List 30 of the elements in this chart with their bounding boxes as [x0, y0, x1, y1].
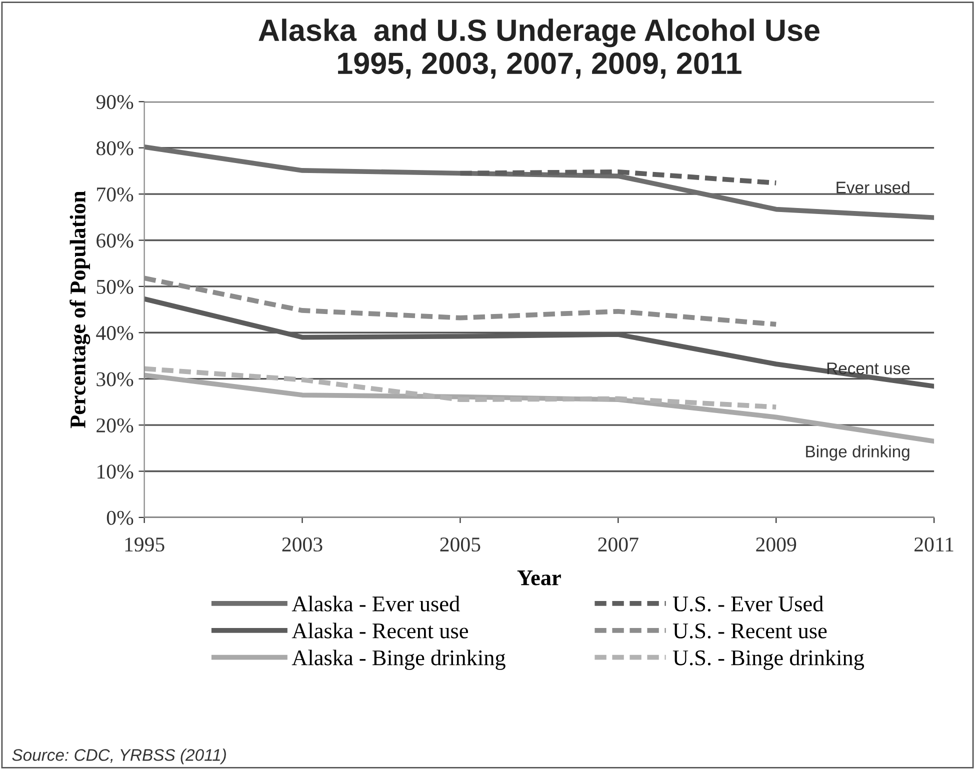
y-tick-label: 20% — [96, 418, 134, 433]
line-series — [144, 296, 934, 389]
annotation: Binge drinking — [806, 445, 910, 461]
y-tick-label: 50% — [96, 280, 134, 294]
x-tick-label: 2003 — [282, 537, 322, 552]
y-tick-label: 30% — [96, 372, 134, 386]
x-tick-label: 2011 — [914, 537, 954, 552]
annotation: Ever used — [836, 181, 910, 194]
line-series — [144, 144, 934, 220]
legend-label: Alaska - Binge drinking — [292, 650, 506, 670]
x-tick-label: 2007 — [598, 537, 638, 552]
legend-label: U.S. - Recent use — [672, 623, 827, 638]
x-axis-title: Year — [517, 570, 561, 586]
y-tick-label: 40% — [96, 326, 134, 340]
y-tick-label: 90% — [96, 95, 134, 110]
chart-title: Alaska and U.S Underage Alcohol Use 1995, 2003, 2007, 2009, 2011 — [258, 18, 820, 79]
x-tick-label: 1995 — [125, 538, 164, 552]
y-tick-label: 70% — [97, 187, 134, 202]
legend-label: Alaska - Recent use — [292, 622, 468, 638]
y-tick-label: 0% — [106, 510, 134, 525]
x-tick-label: 2005 — [440, 537, 480, 552]
y-tick-label: 60% — [96, 234, 134, 248]
source-note: Source: CDC, YRBSS (2011) — [12, 748, 226, 764]
y-tick-label: 10% — [98, 464, 134, 479]
legend-label: Alaska - Ever used — [292, 596, 460, 612]
y-axis-title: Percentage of Population — [70, 190, 90, 428]
y-tick-label: 80% — [96, 141, 134, 156]
legend-label: U.S. - Binge drinking — [672, 650, 864, 670]
x-tick-label: 2009 — [756, 537, 796, 552]
legend-label: U.S. - Ever Used — [672, 596, 824, 612]
